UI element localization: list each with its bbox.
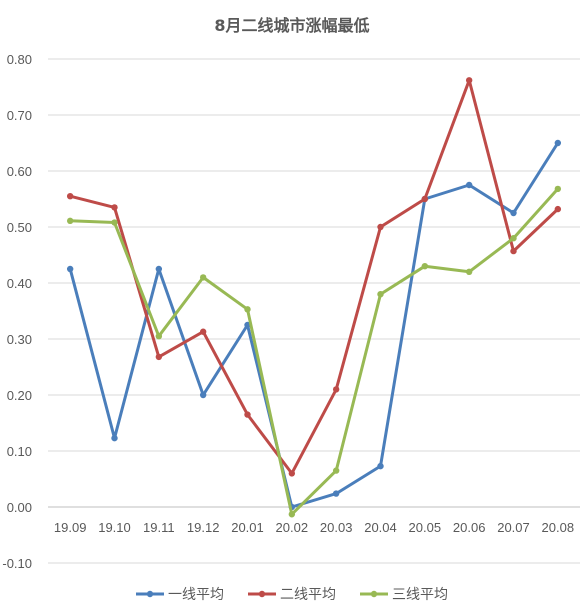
data-point	[377, 291, 384, 298]
y-tick-label: 0.30	[7, 332, 32, 347]
x-tick-label: 20.02	[276, 520, 309, 535]
data-point	[332, 467, 340, 474]
data-point	[377, 462, 384, 470]
data-point	[111, 434, 118, 442]
data-point	[66, 217, 74, 225]
y-axis-tick-labels: 0.80 0.70 0.60 0.50 0.40 0.30 0.20 0.10 0.00 -0.1…	[2, 52, 32, 571]
y-tick-label: 0.10	[7, 444, 32, 459]
legend-item: 三线平均	[360, 587, 448, 603]
x-tick-label: 20.06	[453, 520, 486, 535]
data-point	[288, 511, 296, 518]
legend-item: 二线平均	[248, 587, 336, 603]
x-tick-label: 20.07	[497, 520, 530, 535]
legend-marker	[146, 590, 154, 598]
series-group	[66, 77, 562, 518]
data-point	[421, 195, 429, 203]
data-point	[465, 77, 473, 84]
data-point	[155, 333, 163, 340]
legend-label: 三线平均	[392, 587, 448, 603]
x-tick-label: 19.11	[143, 520, 175, 535]
x-tick-label: 19.12	[187, 520, 220, 535]
data-point	[510, 209, 517, 217]
data-point	[199, 328, 207, 335]
data-point	[199, 391, 207, 399]
data-point	[288, 470, 296, 477]
legend-label: 二线平均	[280, 587, 336, 603]
series-2	[66, 77, 562, 477]
data-point	[244, 306, 251, 313]
y-tick-label: 0.70	[7, 108, 32, 123]
x-tick-label: 20.05	[409, 520, 442, 535]
data-point	[155, 265, 163, 273]
x-tick-label: 20.01	[231, 520, 264, 535]
data-point	[377, 223, 384, 231]
data-point	[465, 181, 473, 189]
legend-marker	[258, 590, 266, 598]
x-tick-label: 19.10	[98, 520, 131, 535]
x-tick-label: 20.03	[320, 520, 353, 535]
y-tick-label: -0.10	[2, 556, 32, 571]
series-1	[66, 139, 562, 511]
data-point	[155, 353, 163, 361]
y-tick-label: 0.00	[7, 500, 32, 515]
data-point	[332, 386, 340, 393]
y-tick-label: 0.60	[7, 164, 32, 179]
data-point	[465, 268, 473, 275]
legend-item: 一线平均	[136, 587, 224, 603]
series-line	[68, 78, 560, 475]
x-tick-label: 20.04	[364, 520, 397, 535]
data-point	[66, 193, 74, 200]
y-tick-label: 0.20	[7, 388, 32, 403]
legend: 一线平均 二线平均 三线平均	[136, 587, 448, 603]
x-axis-tick-labels: 19.09 19.10 19.11 19.12 20.01 20.02 20.03 20.04…	[54, 520, 574, 535]
x-tick-label: 19.09	[54, 520, 87, 535]
data-point	[510, 247, 517, 255]
data-point	[111, 204, 118, 211]
data-point	[199, 274, 207, 281]
legend-marker	[370, 590, 378, 598]
chart-title: 8月二线城市涨幅最低	[214, 16, 369, 35]
series-line	[68, 187, 560, 516]
data-point	[66, 265, 74, 273]
legend-label: 一线平均	[168, 587, 224, 603]
y-tick-label: 0.50	[7, 220, 32, 235]
data-point	[554, 205, 562, 213]
data-point	[554, 139, 562, 147]
data-point	[421, 263, 429, 270]
data-point	[244, 411, 251, 418]
data-point	[554, 185, 562, 193]
series-3	[66, 185, 562, 518]
y-tick-label: 0.40	[7, 276, 32, 291]
y-tick-label: 0.80	[7, 52, 32, 67]
gridlines	[48, 58, 580, 564]
x-tick-label: 20.08	[542, 520, 575, 535]
data-point	[111, 219, 118, 226]
series-line	[68, 141, 560, 509]
data-point	[510, 235, 517, 242]
data-point	[332, 490, 340, 497]
